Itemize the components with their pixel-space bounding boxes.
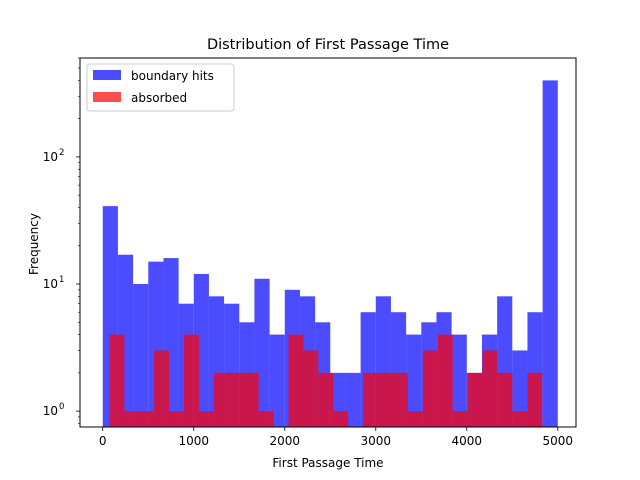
bar-absorbed-25 — [482, 350, 498, 427]
y-tick-label: 10 — [43, 277, 58, 291]
bars-layer — [102, 80, 558, 427]
x-tick-label: 0 — [99, 434, 107, 448]
bar-boundary-hits-11 — [269, 334, 285, 427]
bar-absorbed-9 — [243, 372, 259, 427]
bar-absorbed-10 — [258, 411, 274, 427]
y-axis-label: Frequency — [27, 213, 41, 275]
bar-absorbed-1 — [124, 411, 140, 427]
bar-boundary-hits-23 — [451, 334, 467, 427]
legend-swatch-absorbed — [93, 92, 121, 102]
bar-absorbed-14 — [318, 372, 334, 427]
y-tick-label: 10 — [43, 150, 58, 164]
y-tick-exponent: 1 — [59, 275, 64, 285]
x-tick-label: 5000 — [543, 434, 574, 448]
bar-absorbed-19 — [392, 372, 408, 427]
bar-absorbed-26 — [497, 372, 513, 427]
bar-absorbed-8 — [228, 372, 244, 427]
x-tick-label: 2000 — [269, 434, 300, 448]
bar-absorbed-6 — [198, 411, 214, 427]
bar-absorbed-20 — [407, 411, 423, 427]
x-axis-label: First Passage Time — [272, 456, 383, 470]
bar-absorbed-17 — [363, 372, 379, 427]
bar-absorbed-24 — [467, 372, 483, 427]
bar-absorbed-7 — [213, 372, 229, 427]
bar-boundary-hits-2 — [133, 284, 149, 427]
legend-label-boundary-hits: boundary hits — [131, 69, 214, 83]
x-tick-label: 4000 — [452, 434, 483, 448]
bar-boundary-hits-20 — [406, 334, 422, 427]
bar-boundary-hits-29 — [542, 80, 558, 427]
legend: boundary hits absorbed — [86, 63, 235, 112]
legend-swatch-boundary-hits — [93, 70, 121, 80]
bar-absorbed-28 — [527, 372, 543, 427]
x-axis-ticks: 0 1000 2000 3000 4000 5000 — [99, 427, 573, 448]
y-tick-exponent: 0 — [59, 402, 64, 412]
bar-absorbed-27 — [512, 411, 528, 427]
bar-absorbed-12 — [288, 334, 304, 427]
y-tick-label: 10 — [43, 404, 58, 418]
bar-absorbed-2 — [139, 411, 155, 427]
bar-absorbed-5 — [184, 334, 199, 427]
bar-absorbed-21 — [422, 350, 438, 427]
bar-absorbed-4 — [169, 411, 185, 427]
x-tick-label: 3000 — [361, 434, 392, 448]
chart-title: Distribution of First Passage Time — [207, 37, 449, 53]
legend-label-absorbed: absorbed — [131, 91, 187, 105]
legend-box — [86, 63, 235, 112]
plot-frame — [79, 57, 577, 428]
bar-boundary-hits-27 — [512, 350, 528, 427]
bar-absorbed-23 — [452, 411, 468, 427]
bar-absorbed-13 — [303, 350, 319, 427]
y-tick-exponent: 2 — [59, 148, 64, 158]
bar-absorbed-15 — [333, 411, 349, 427]
bar-absorbed-18 — [378, 372, 393, 427]
bar-absorbed-3 — [154, 350, 170, 427]
bar-boundary-hits-16 — [345, 372, 361, 427]
bar-absorbed-0 — [109, 334, 125, 427]
bar-absorbed-22 — [437, 334, 453, 427]
x-tick-label: 1000 — [178, 434, 209, 448]
